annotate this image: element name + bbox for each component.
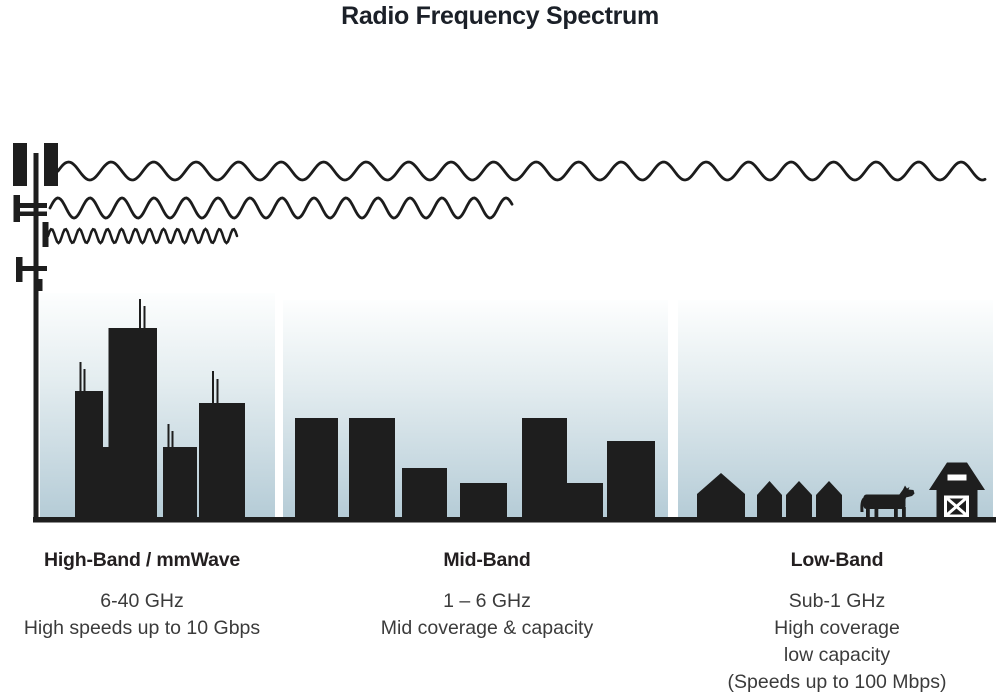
building xyxy=(522,418,567,520)
high-band-description: High speeds up to 10 Gbps xyxy=(23,617,261,639)
mid-band-label-group: Mid-Band 1 – 6 GHz Mid coverage & capaci… xyxy=(357,549,617,642)
building xyxy=(349,418,395,520)
house-icon xyxy=(757,481,782,520)
low-band-heading: Low-Band xyxy=(790,549,884,571)
building xyxy=(295,418,338,520)
high-band-city xyxy=(75,299,245,520)
mid-band-heading: Mid-Band xyxy=(443,549,531,571)
building xyxy=(402,468,447,520)
building xyxy=(102,447,109,520)
page-title: Radio Frequency Spectrum xyxy=(341,2,659,30)
house-icon xyxy=(816,481,842,520)
mid-band-frequency: 1 – 6 GHz xyxy=(443,590,531,612)
building xyxy=(108,328,157,520)
house-icon xyxy=(786,481,812,520)
spectrum-scene xyxy=(13,143,996,523)
high-band-heading: High-Band / mmWave xyxy=(43,549,241,571)
barn-icon xyxy=(929,462,985,520)
high-band-frequency: 6-40 GHz xyxy=(100,590,184,612)
cell-tower-icon xyxy=(13,143,58,521)
low-band-label-group: Low-Band Sub-1 GHz High coverage low cap… xyxy=(707,549,967,696)
low-band-frequency: Sub-1 GHz xyxy=(788,590,886,612)
cow-icon xyxy=(860,485,915,519)
building xyxy=(460,483,507,520)
mid-band-city xyxy=(295,418,655,520)
low-band-description: low capacity xyxy=(783,644,891,666)
high-band-label-group: High-Band / mmWave 6-40 GHz High speeds … xyxy=(12,549,272,642)
mid-band-description: Mid coverage & capacity xyxy=(380,617,594,639)
building xyxy=(163,447,197,520)
mid-band-wave xyxy=(48,196,514,220)
high-band-wave xyxy=(46,227,239,245)
low-band-description: High coverage xyxy=(774,617,900,639)
building xyxy=(567,483,603,520)
building xyxy=(607,441,655,520)
low-band-wave xyxy=(56,160,987,182)
ground-line xyxy=(33,517,996,523)
low-band-speed-note: (Speeds up to 100 Mbps) xyxy=(727,671,947,693)
low-band-farm xyxy=(697,462,985,520)
building xyxy=(199,403,245,520)
house-icon xyxy=(697,473,745,520)
rooftop-antennas xyxy=(79,299,219,447)
building xyxy=(75,391,103,520)
